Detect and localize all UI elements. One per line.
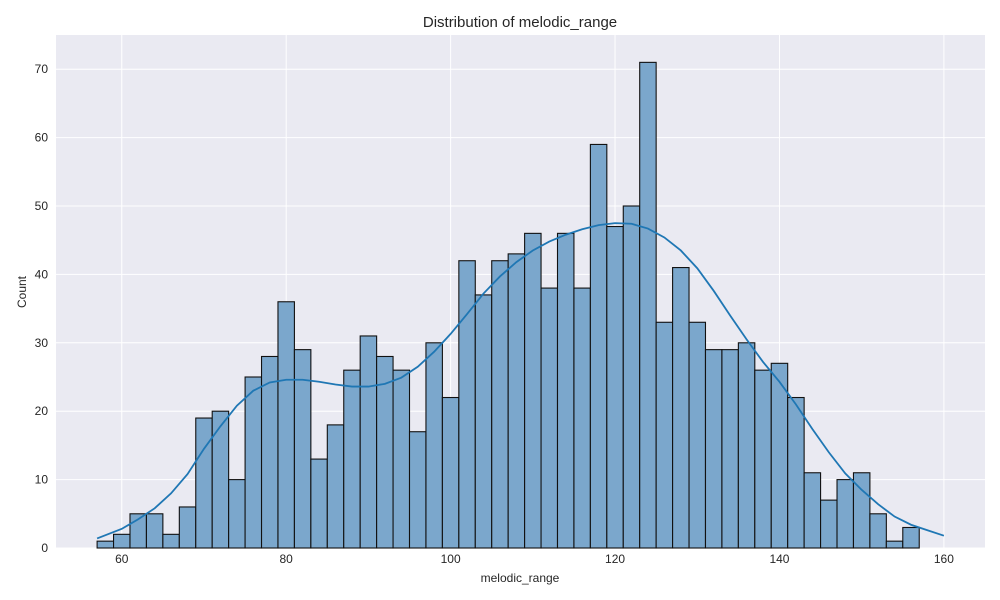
histogram-bar [293, 349, 312, 549]
histogram-bar [178, 506, 197, 549]
histogram-bar [787, 396, 805, 549]
histogram-bar [474, 294, 493, 549]
histogram-bar [96, 540, 115, 549]
histogram-bar [458, 260, 476, 549]
histogram-bar [852, 472, 871, 549]
histogram-bar [408, 431, 427, 549]
histogram-bar [721, 349, 739, 549]
x-tick-label: 60 [115, 552, 129, 566]
histogram-bar [277, 301, 295, 549]
y-tick-label: 60 [35, 131, 49, 145]
x-tick-label: 140 [769, 552, 789, 566]
histogram-bar [540, 287, 559, 549]
histogram-bar [704, 349, 723, 549]
histogram-bar [441, 396, 460, 549]
histogram-bar [359, 335, 378, 549]
histogram-bar [310, 458, 328, 549]
histogram-bar [836, 479, 855, 549]
histogram-bar [803, 472, 822, 549]
y-tick-label: 10 [35, 473, 49, 487]
histogram-bar [211, 410, 230, 549]
tick-labels: 60 80 100 120 140 160 0 10 20 30 40 50 60 70 [35, 62, 955, 566]
histogram-bar [145, 513, 164, 549]
x-tick-label: 160 [934, 552, 954, 566]
histogram-bar [902, 526, 920, 549]
histogram-bar [820, 499, 838, 549]
y-tick-label: 30 [35, 336, 49, 350]
histogram-bar [326, 424, 345, 549]
histogram-bar [655, 321, 674, 549]
histogram-bar [228, 479, 246, 549]
histogram-bar [491, 260, 509, 549]
histogram-bar [507, 253, 526, 549]
chart-title: Distribution of melodic_range [423, 14, 617, 31]
histogram-bar [754, 369, 772, 549]
histogram-bars [96, 61, 920, 549]
histogram-bar [606, 225, 624, 549]
y-tick-label: 50 [35, 199, 49, 213]
y-tick-label: 40 [35, 267, 49, 281]
x-axis-label: melodic_range [481, 571, 560, 585]
y-axis-label: Count [15, 275, 29, 308]
x-tick-label: 120 [605, 552, 625, 566]
histogram-bar [343, 369, 361, 549]
histogram-bar [885, 540, 904, 549]
histogram-bar [622, 205, 641, 549]
y-tick-label: 0 [41, 541, 48, 555]
histogram-bar [425, 342, 443, 549]
histogram-bar [672, 267, 690, 549]
histogram-bar [573, 287, 591, 549]
histogram-bar [195, 417, 213, 549]
y-tick-label: 20 [35, 404, 49, 418]
kde-curve-group [96, 222, 945, 540]
histogram-bar [392, 369, 411, 549]
histogram-bar [524, 232, 542, 549]
histogram-bar [556, 232, 575, 549]
histogram-bar [244, 376, 263, 549]
histogram-bar [869, 513, 887, 549]
histogram-bar [688, 321, 707, 549]
histogram-bar [112, 533, 131, 549]
x-tick-label: 80 [280, 552, 294, 566]
histogram-bar [737, 342, 756, 549]
histogram-bar [639, 61, 657, 549]
kde-curve [96, 222, 945, 540]
histogram-bar [162, 533, 180, 549]
y-tick-label: 70 [35, 62, 49, 76]
histogram-bar [589, 143, 608, 549]
x-tick-label: 100 [441, 552, 461, 566]
